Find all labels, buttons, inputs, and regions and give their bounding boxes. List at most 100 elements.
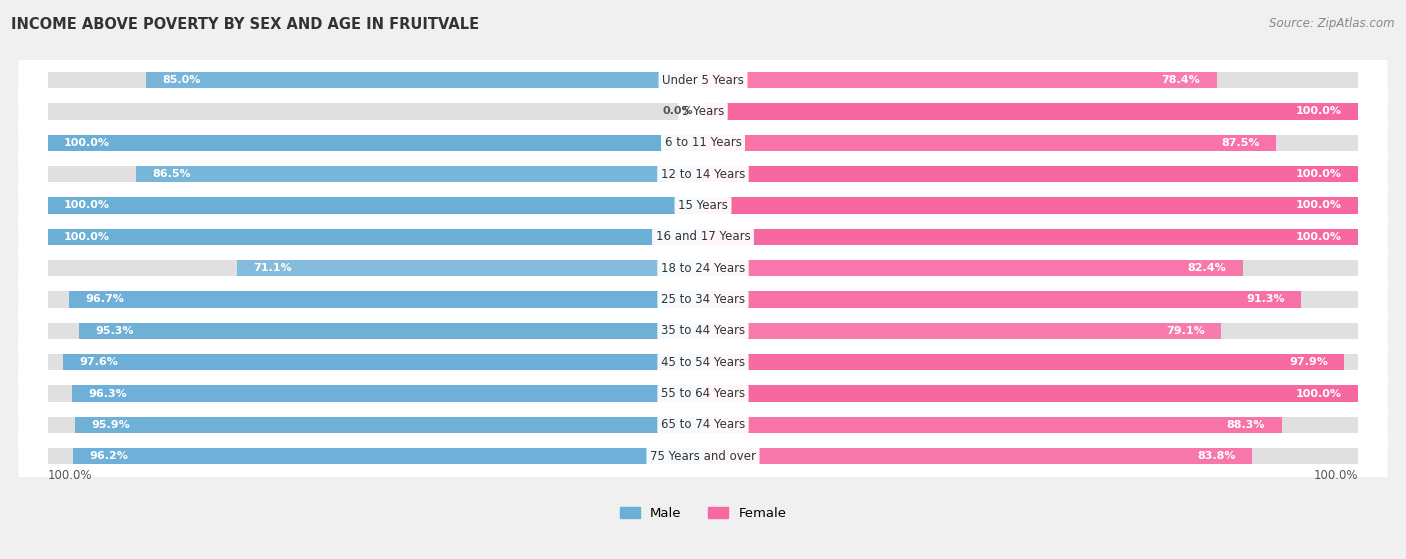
Text: 95.3%: 95.3% bbox=[96, 326, 134, 336]
Bar bbox=[703, 291, 1301, 307]
Bar bbox=[703, 291, 1358, 307]
Text: 25 to 34 Years: 25 to 34 Years bbox=[661, 293, 745, 306]
Text: 96.3%: 96.3% bbox=[89, 389, 127, 399]
Text: 100.0%: 100.0% bbox=[48, 470, 93, 482]
Bar bbox=[703, 416, 1282, 433]
Text: 100.0%: 100.0% bbox=[1313, 470, 1358, 482]
Bar bbox=[703, 229, 1358, 245]
Bar bbox=[703, 448, 1253, 465]
Bar bbox=[48, 323, 703, 339]
Bar bbox=[72, 385, 703, 402]
FancyBboxPatch shape bbox=[18, 302, 1388, 359]
Bar bbox=[48, 354, 703, 370]
Bar bbox=[48, 135, 703, 151]
FancyBboxPatch shape bbox=[18, 334, 1388, 391]
Text: 0.0%: 0.0% bbox=[662, 106, 693, 116]
FancyBboxPatch shape bbox=[18, 365, 1388, 422]
Bar bbox=[48, 197, 703, 214]
FancyBboxPatch shape bbox=[18, 51, 1388, 108]
Text: 100.0%: 100.0% bbox=[65, 201, 110, 211]
Text: Under 5 Years: Under 5 Years bbox=[662, 74, 744, 87]
Text: 100.0%: 100.0% bbox=[1296, 169, 1341, 179]
Text: 16 and 17 Years: 16 and 17 Years bbox=[655, 230, 751, 243]
Bar bbox=[703, 385, 1358, 402]
Bar bbox=[75, 416, 703, 433]
Text: 88.3%: 88.3% bbox=[1226, 420, 1265, 430]
Text: 96.7%: 96.7% bbox=[86, 295, 125, 305]
Bar bbox=[238, 260, 703, 276]
Bar bbox=[48, 229, 703, 245]
Bar bbox=[703, 229, 1358, 245]
FancyBboxPatch shape bbox=[18, 396, 1388, 453]
Bar bbox=[703, 385, 1358, 402]
FancyBboxPatch shape bbox=[18, 145, 1388, 203]
Text: 75 Years and over: 75 Years and over bbox=[650, 449, 756, 463]
Text: 78.4%: 78.4% bbox=[1161, 75, 1201, 85]
Bar bbox=[703, 135, 1358, 151]
Bar bbox=[69, 291, 703, 307]
Bar bbox=[48, 135, 703, 151]
Bar bbox=[48, 103, 703, 120]
FancyBboxPatch shape bbox=[18, 177, 1388, 234]
Text: 100.0%: 100.0% bbox=[1296, 201, 1341, 211]
Text: 35 to 44 Years: 35 to 44 Years bbox=[661, 324, 745, 337]
Text: 82.4%: 82.4% bbox=[1188, 263, 1226, 273]
FancyBboxPatch shape bbox=[18, 240, 1388, 297]
Bar bbox=[703, 135, 1277, 151]
Bar bbox=[703, 323, 1222, 339]
Text: 83.8%: 83.8% bbox=[1197, 451, 1236, 461]
Text: 91.3%: 91.3% bbox=[1246, 295, 1285, 305]
Bar bbox=[703, 72, 1358, 88]
Text: 87.5%: 87.5% bbox=[1222, 138, 1260, 148]
Bar bbox=[703, 448, 1358, 465]
Text: 71.1%: 71.1% bbox=[253, 263, 292, 273]
Bar bbox=[703, 260, 1358, 276]
Bar bbox=[703, 354, 1344, 370]
Text: 45 to 54 Years: 45 to 54 Years bbox=[661, 356, 745, 369]
Text: 96.2%: 96.2% bbox=[89, 451, 128, 461]
Bar bbox=[48, 448, 703, 465]
Bar bbox=[48, 291, 703, 307]
Bar bbox=[48, 197, 703, 214]
Text: 85.0%: 85.0% bbox=[163, 75, 201, 85]
Text: 100.0%: 100.0% bbox=[1296, 232, 1341, 242]
Text: 100.0%: 100.0% bbox=[65, 232, 110, 242]
Bar bbox=[703, 416, 1358, 433]
Text: INCOME ABOVE POVERTY BY SEX AND AGE IN FRUITVALE: INCOME ABOVE POVERTY BY SEX AND AGE IN F… bbox=[11, 17, 479, 32]
Bar bbox=[48, 416, 703, 433]
Bar bbox=[136, 166, 703, 182]
Bar bbox=[703, 260, 1243, 276]
Text: 100.0%: 100.0% bbox=[1296, 389, 1341, 399]
Bar bbox=[703, 197, 1358, 214]
Text: 86.5%: 86.5% bbox=[153, 169, 191, 179]
Bar bbox=[146, 72, 703, 88]
Bar bbox=[703, 103, 1358, 120]
Text: 5 Years: 5 Years bbox=[682, 105, 724, 118]
Bar bbox=[79, 323, 703, 339]
Text: 97.6%: 97.6% bbox=[80, 357, 118, 367]
Text: 18 to 24 Years: 18 to 24 Years bbox=[661, 262, 745, 274]
Text: 15 Years: 15 Years bbox=[678, 199, 728, 212]
FancyBboxPatch shape bbox=[18, 83, 1388, 140]
Bar bbox=[703, 72, 1216, 88]
FancyBboxPatch shape bbox=[18, 428, 1388, 485]
Bar bbox=[48, 166, 703, 182]
Bar bbox=[48, 385, 703, 402]
Bar bbox=[703, 103, 1358, 120]
Bar bbox=[48, 260, 703, 276]
Text: 55 to 64 Years: 55 to 64 Years bbox=[661, 387, 745, 400]
Text: 97.9%: 97.9% bbox=[1289, 357, 1329, 367]
Bar bbox=[63, 354, 703, 370]
Bar bbox=[703, 354, 1358, 370]
Bar bbox=[703, 323, 1358, 339]
Text: 95.9%: 95.9% bbox=[91, 420, 129, 430]
Bar bbox=[703, 166, 1358, 182]
Bar bbox=[48, 72, 703, 88]
Legend: Male, Female: Male, Female bbox=[620, 507, 786, 520]
FancyBboxPatch shape bbox=[18, 114, 1388, 171]
Text: 79.1%: 79.1% bbox=[1166, 326, 1205, 336]
Bar bbox=[48, 229, 703, 245]
Text: 100.0%: 100.0% bbox=[1296, 106, 1341, 116]
FancyBboxPatch shape bbox=[18, 271, 1388, 328]
Text: 100.0%: 100.0% bbox=[65, 138, 110, 148]
